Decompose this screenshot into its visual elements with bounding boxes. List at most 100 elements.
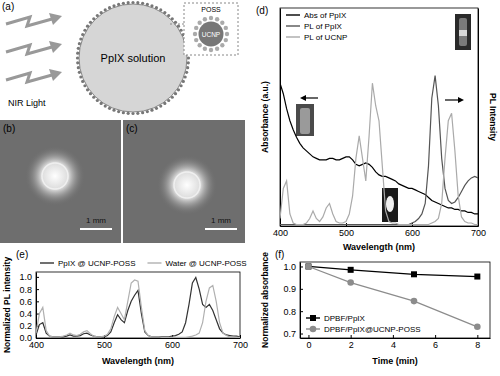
series-line <box>280 83 478 224</box>
particle-dot <box>112 109 115 112</box>
legend-item: DPBF/PpIX <box>306 314 366 323</box>
legend-item: PL of UCNP <box>286 33 347 42</box>
legend-item: PpIX @ UCNP-POSS <box>40 259 135 268</box>
x-tick-label: 600 <box>165 340 180 350</box>
nir-bolt <box>6 17 52 26</box>
nir-bolt-head <box>49 41 62 53</box>
particle-dot <box>171 96 174 99</box>
y-tick-mark <box>300 289 303 290</box>
legend: PpIX @ UCNP-POSSWater @ UCNP-POSS <box>40 259 247 268</box>
particle-dot <box>186 66 189 69</box>
legend-item: PL of PpIX <box>286 22 343 31</box>
legend-swatch <box>286 36 300 37</box>
x-tick: 600 <box>405 223 420 238</box>
particle-dot <box>96 14 99 17</box>
y-tick-label: 1.0 <box>283 262 296 272</box>
plot-area <box>280 76 478 225</box>
legend-label: PL of PpIX <box>304 22 343 31</box>
y-axis: 0.70.80.91.0 <box>283 262 303 339</box>
scale-bar-label: 1 mm <box>211 216 231 225</box>
vial <box>300 108 310 134</box>
chart: 024680.70.80.91.0Time (min)Normalized ab… <box>260 249 491 366</box>
x-tick-mark <box>393 335 394 338</box>
particle-dot <box>117 110 120 113</box>
particle-dot <box>163 102 166 105</box>
shell-dot <box>194 26 198 30</box>
y-tick: 0.9 <box>283 284 303 294</box>
particle-dot <box>104 8 107 11</box>
axis-line <box>300 263 301 339</box>
x-axis-title: Time (min) <box>372 356 417 366</box>
y-tick-mark <box>36 289 39 290</box>
shell-dot <box>224 26 228 30</box>
panel-b: 1 mm(b) <box>0 120 121 243</box>
figure: NIR LightPpIX solutionPOSSUCNP(a)1 mm(b)… <box>0 0 500 376</box>
x-tick-label: 400 <box>273 228 288 238</box>
x-tick-label: 700 <box>471 228 486 238</box>
particle-dot <box>141 2 144 5</box>
x-axis-title: Wavelength (nm) <box>343 242 415 252</box>
y-tick-label: 0.9 <box>283 284 296 294</box>
y-axis-title: Normalized absorbance <box>260 252 270 348</box>
legend-label: DPBF/PpIX <box>324 314 366 323</box>
x-tick: 6 <box>433 335 438 350</box>
x-axis: 400 500 600 700 <box>273 223 486 238</box>
x-tick: 500 <box>339 223 354 238</box>
plot-frame <box>36 272 240 338</box>
label: NIR Light <box>8 98 46 108</box>
particle-dot <box>187 56 190 59</box>
axis-line <box>280 9 281 227</box>
y-axis-title: Normalized PL intensity <box>2 257 12 353</box>
particle-dot <box>179 29 182 32</box>
particle-dot <box>117 3 120 6</box>
series-line <box>308 266 477 276</box>
y2-axis-title: PL Intensity <box>488 93 498 141</box>
particle-dot <box>167 99 170 102</box>
legend-marker <box>310 326 317 333</box>
y-tick-mark <box>36 314 39 315</box>
shell-dot <box>197 20 201 24</box>
x-tick-mark <box>351 335 352 338</box>
particle-dot <box>174 21 177 24</box>
y-tick-label: 0.2 <box>19 321 32 331</box>
plot-area <box>36 278 240 338</box>
particle-dot <box>122 111 125 114</box>
marker <box>347 279 354 286</box>
particle-dot <box>179 84 182 87</box>
shell-dot <box>203 47 207 51</box>
x-tick-label: 4 <box>391 340 396 350</box>
particle-dot <box>83 84 86 87</box>
panel-label: (a) <box>2 1 14 12</box>
particle-dot <box>122 2 125 5</box>
shell-dot <box>193 32 197 36</box>
y-tick-label: 1.0 <box>19 272 32 282</box>
series-line <box>308 266 477 326</box>
vial-glow <box>459 30 467 36</box>
particle-dot <box>187 61 190 64</box>
x-tick-mark <box>477 335 478 338</box>
particle-dot <box>131 1 134 4</box>
y-tick: 0.8 <box>19 284 39 294</box>
x-tick-label: 6 <box>433 340 438 350</box>
particle-dot <box>83 29 86 32</box>
shell-dot <box>203 17 207 21</box>
y-tick: 0.7 <box>283 329 303 339</box>
scale-bar-label: 1 mm <box>86 216 106 225</box>
axis-line <box>478 9 479 227</box>
particle-dot <box>185 71 188 74</box>
droplet <box>174 172 200 198</box>
shell-dot <box>215 47 219 51</box>
x-tick-mark <box>308 335 309 338</box>
legend-item: DPBF/PpIX@UCNP-POSS <box>306 325 421 334</box>
marker <box>348 267 354 273</box>
particle-dot <box>77 66 80 69</box>
x-tick: 0 <box>306 335 311 350</box>
glow <box>25 146 85 206</box>
y-tick-label: 0.4 <box>19 309 32 319</box>
shell-dot <box>197 43 201 47</box>
x-axis: 02468 <box>301 335 491 350</box>
particle-dot <box>108 107 111 110</box>
particle-dot <box>150 109 153 112</box>
x-tick-mark <box>240 335 241 338</box>
x-tick: 4 <box>391 335 396 350</box>
